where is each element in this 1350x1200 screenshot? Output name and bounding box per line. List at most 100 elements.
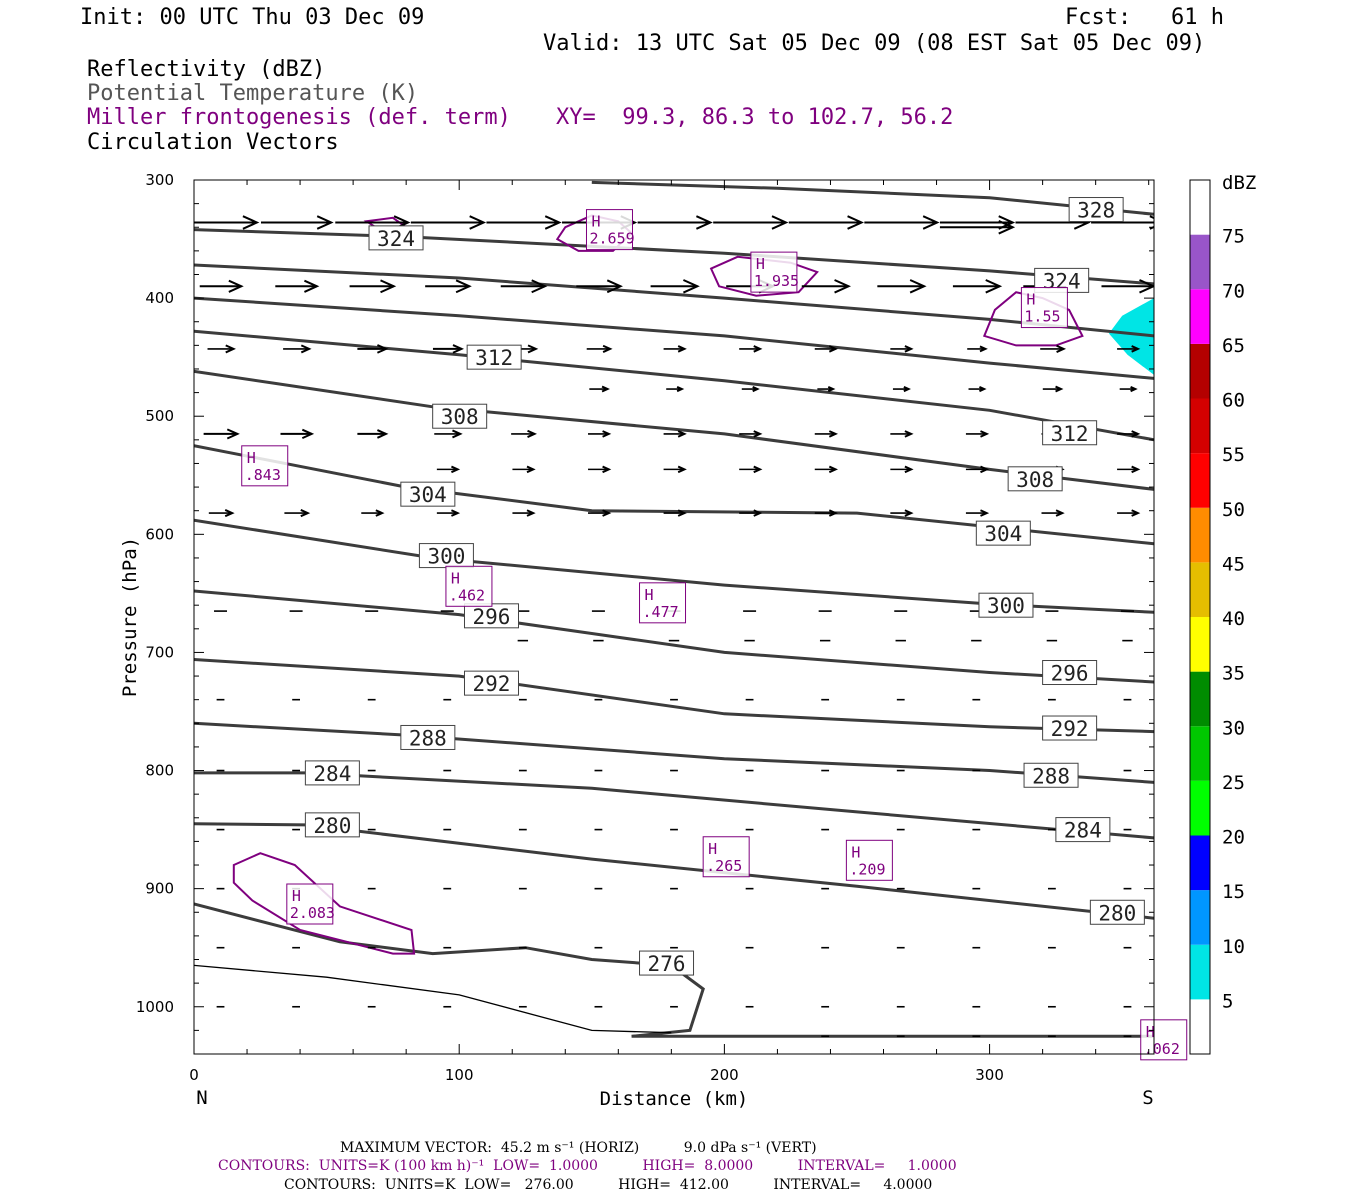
theta-label-box	[432, 403, 488, 429]
vector-head	[602, 430, 612, 438]
fg-label-value: .843	[245, 466, 281, 484]
vector-head	[979, 345, 988, 353]
fg-label-value: 1.935	[754, 272, 799, 290]
theta-contour-label: 296	[1042, 660, 1098, 686]
vector-head	[753, 509, 763, 517]
vector-head	[1131, 430, 1141, 438]
vector-head	[998, 220, 1016, 235]
circulation-vector	[939, 220, 1016, 235]
frontogenesis-max-label: H.843	[241, 445, 289, 487]
fg-label-h: H	[708, 840, 717, 858]
circulation-vector	[817, 386, 836, 393]
colorbar-title: dBZ	[1222, 172, 1256, 194]
y-tick-label: 800	[145, 762, 174, 780]
circulation-vector	[357, 429, 389, 439]
theta-contour-label: 300	[978, 592, 1034, 618]
circulation-vector	[650, 279, 700, 294]
theta-contour-label: 300	[418, 543, 474, 569]
theta-label-text: 324	[377, 227, 415, 251]
vector-head	[847, 215, 864, 230]
vector-head	[224, 508, 235, 518]
vector-head	[531, 279, 548, 294]
circulation-vector	[512, 509, 536, 517]
vector-head	[380, 279, 397, 294]
theta-label-text: 308	[441, 405, 479, 429]
vector-head	[904, 430, 914, 438]
circulation-vector	[1117, 509, 1141, 517]
circulation-vector	[637, 215, 713, 230]
vector-head	[225, 344, 236, 354]
theta-contour-label: 280	[304, 812, 360, 838]
circulation-vector	[663, 345, 687, 353]
theta-label-box	[466, 344, 522, 370]
y-tick-label: 600	[145, 525, 174, 543]
fg-label-value: .477	[643, 603, 679, 621]
colorbar-level-label: 30	[1222, 717, 1245, 739]
circulation-vector	[284, 508, 311, 518]
vector-head	[828, 430, 838, 438]
colorbar-level-label: 25	[1222, 772, 1245, 794]
theta-contour	[194, 296, 1154, 380]
circulation-vector	[814, 430, 838, 438]
colorbar-level-label: 75	[1222, 226, 1245, 248]
theta-label-text: 284	[313, 762, 351, 786]
theta-contour-label: 288	[400, 724, 456, 750]
theta-contour-label: 276	[639, 950, 695, 976]
colorbar-segment	[1190, 562, 1210, 617]
frontogenesis-max-label: H.265	[702, 836, 750, 878]
frontogenesis-max-label: H.477	[639, 582, 687, 624]
theta-label-box	[463, 603, 519, 629]
frontogenesis-max-label: H.062	[1140, 1019, 1188, 1061]
circulation-vector	[739, 345, 763, 353]
fg-label-value: .209	[849, 860, 885, 878]
y-axis-label: Pressure (hPa)	[119, 537, 141, 697]
theta-contour	[194, 444, 1154, 546]
vector-head	[376, 344, 389, 354]
circulation-vector	[588, 465, 612, 474]
circulation-vector	[410, 215, 487, 230]
footer-fg-contours: CONTOURS: UNITS=K (100 km h)⁻¹ LOW= 1.00…	[218, 1158, 957, 1174]
vector-head	[1131, 509, 1141, 517]
frontogenesis-max-label: H1.935	[750, 251, 799, 293]
vector-head	[452, 344, 464, 354]
circulation-vector	[194, 215, 260, 230]
y-tick-label: 1000	[136, 998, 174, 1016]
circulation-vector	[801, 279, 851, 294]
vector-head	[602, 344, 613, 353]
circulation-vector	[663, 509, 687, 517]
colorbar-level-label: 70	[1222, 280, 1245, 302]
theta-contour-label: 284	[304, 760, 360, 786]
valid-time: Valid: 13 UTC Sat 05 Dec 09 (08 EST Sat …	[543, 31, 1206, 56]
vector-head	[922, 215, 940, 230]
frontogenesis-max-label: H.209	[845, 839, 893, 881]
vector-head	[544, 215, 562, 230]
vector-head	[904, 465, 914, 474]
colorbar-level-label: 15	[1222, 881, 1245, 903]
xy-range: XY= 99.3, 86.3 to 102.7, 56.2	[556, 105, 954, 130]
vector-head	[753, 345, 763, 353]
circulation-vector	[512, 465, 536, 474]
circulation-vector	[739, 465, 763, 474]
colorbar-segment	[1190, 726, 1210, 781]
vector-head	[676, 386, 685, 393]
circulation-vector	[814, 345, 838, 353]
circulation-vector	[1041, 509, 1065, 517]
fg-label-value: 2.083	[290, 904, 335, 922]
colorbar-level-label: 10	[1222, 936, 1245, 958]
vector-head	[228, 279, 244, 293]
theta-contour	[194, 263, 1154, 338]
fg-label-box	[1140, 1019, 1188, 1061]
vector-head	[301, 428, 315, 440]
circulation-vector	[576, 279, 623, 294]
vector-head	[527, 429, 537, 439]
vector-head	[980, 430, 990, 438]
theta-contour	[194, 771, 1154, 840]
y-tick-label: 900	[145, 880, 174, 898]
colorbar-segment	[1190, 453, 1210, 508]
colorbar-segment	[1190, 180, 1210, 235]
frontogenesis-contour	[709, 255, 819, 297]
circulation-vector	[890, 509, 914, 517]
vector-head	[1055, 385, 1064, 393]
vector-head	[904, 345, 914, 353]
circulation-vector	[814, 509, 838, 517]
